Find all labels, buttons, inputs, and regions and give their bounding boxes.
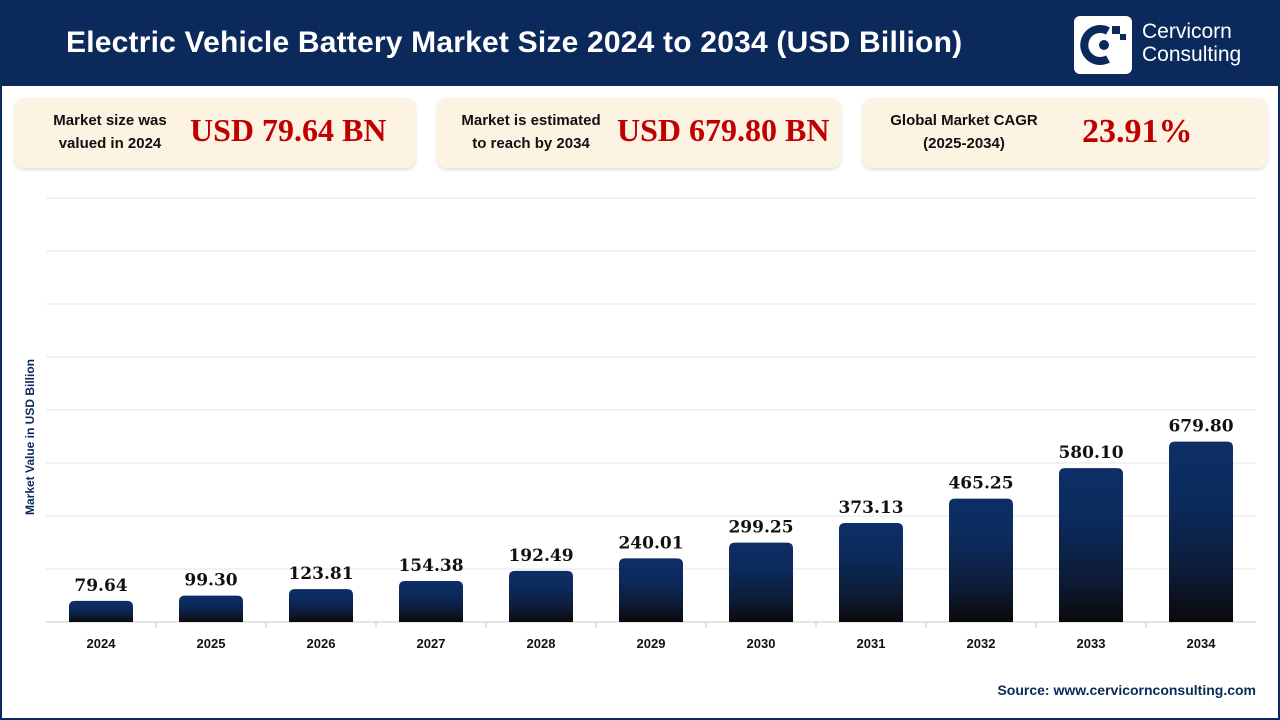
bar-2024	[69, 600, 133, 622]
stat-value: USD 679.80 BN	[617, 112, 830, 148]
x-tick-2024: 2024	[87, 636, 117, 651]
stat-card-cagr: Global Market CAGR (2025-2034) 23.91%	[862, 98, 1268, 168]
value-label-2030: 299.25	[728, 518, 793, 538]
stat-label-line: Market is estimated	[461, 112, 601, 129]
x-tick-2027: 2027	[417, 636, 446, 651]
x-tick-2034: 2034	[1187, 636, 1217, 651]
x-tick-2030: 2030	[747, 636, 776, 651]
value-label-2025: 99.30	[184, 571, 237, 591]
source-credit: Source: www.cervicornconsulting.com	[997, 682, 1256, 698]
stat-label-line: (2025-2034)	[923, 135, 1005, 152]
stat-label-line: Market size was	[53, 112, 167, 129]
chart-title: Electric Vehicle Battery Market Size 202…	[66, 26, 963, 59]
bar-2032	[949, 498, 1013, 622]
stat-card-2034-size: Market is estimated to reach by 2034 USD…	[437, 98, 841, 168]
logo-line-1: Cervicorn	[1142, 20, 1232, 43]
x-tick-2032: 2032	[967, 636, 996, 651]
value-label-2024: 79.64	[74, 576, 127, 596]
bar-2033	[1059, 468, 1123, 622]
bar-2027	[399, 581, 463, 622]
gridlines	[46, 197, 1256, 623]
chart-area: 79.64 99.30 123.81 154.38 192.49 240.01 299.25…	[2, 182, 1278, 682]
value-label-2031: 373.13	[838, 498, 903, 518]
header-bar: Electric Vehicle Battery Market Size 202…	[2, 2, 1278, 86]
stat-label-line: Global Market CAGR	[890, 112, 1038, 129]
bar-2029	[619, 558, 683, 622]
bar-2031	[839, 523, 903, 622]
stat-label-line: to reach by 2034	[472, 135, 590, 152]
x-axis-ticks: 2024 2025 2026 2027 2028 2029 2030 2031 2032 2033…	[87, 622, 1217, 651]
value-label-2028: 192.49	[508, 546, 573, 566]
bar-2026	[289, 589, 353, 622]
stat-value: 23.91%	[1082, 113, 1193, 150]
value-label-2034: 679.80	[1168, 417, 1233, 437]
value-label-2033: 580.10	[1058, 443, 1123, 463]
x-tick-2033: 2033	[1077, 636, 1106, 651]
bar-2028	[509, 570, 573, 622]
stat-card-2024-size: Market size was valued in 2024 USD 79.64…	[14, 98, 416, 168]
stat-value: USD 79.64 BN	[190, 112, 387, 148]
x-tick-2028: 2028	[527, 636, 556, 651]
logo-wordmark: Cervicorn Consulting	[1142, 20, 1241, 66]
stat-label: Global Market CAGR (2025-2034)	[876, 109, 1052, 155]
logo-line-2: Consulting	[1142, 43, 1242, 66]
bar-2030	[729, 542, 793, 622]
x-tick-2026: 2026	[307, 636, 336, 651]
bar-chart: 79.64 99.30 123.81 154.38 192.49 240.01 299.25…	[46, 197, 1256, 651]
logo	[1074, 16, 1132, 74]
x-tick-2025: 2025	[197, 636, 226, 651]
stat-label: Market is estimated to reach by 2034	[445, 109, 617, 155]
value-label-2032: 465.25	[948, 474, 1013, 494]
x-tick-2031: 2031	[857, 636, 886, 651]
x-tick-2029: 2029	[637, 636, 666, 651]
value-labels: 79.64 99.30 123.81 154.38 192.49 240.01 299.25…	[74, 417, 1233, 596]
value-label-2029: 240.01	[618, 533, 683, 553]
stat-label-line: valued in 2024	[58, 135, 162, 152]
value-label-2027: 154.38	[398, 556, 463, 576]
bar-2025	[179, 595, 243, 622]
value-label-2026: 123.81	[288, 564, 353, 584]
cervicorn-logo-icon	[1080, 25, 1126, 65]
stat-label: Market size was valued in 2024	[30, 109, 190, 155]
bars	[69, 441, 1233, 622]
bar-2034	[1169, 441, 1233, 622]
